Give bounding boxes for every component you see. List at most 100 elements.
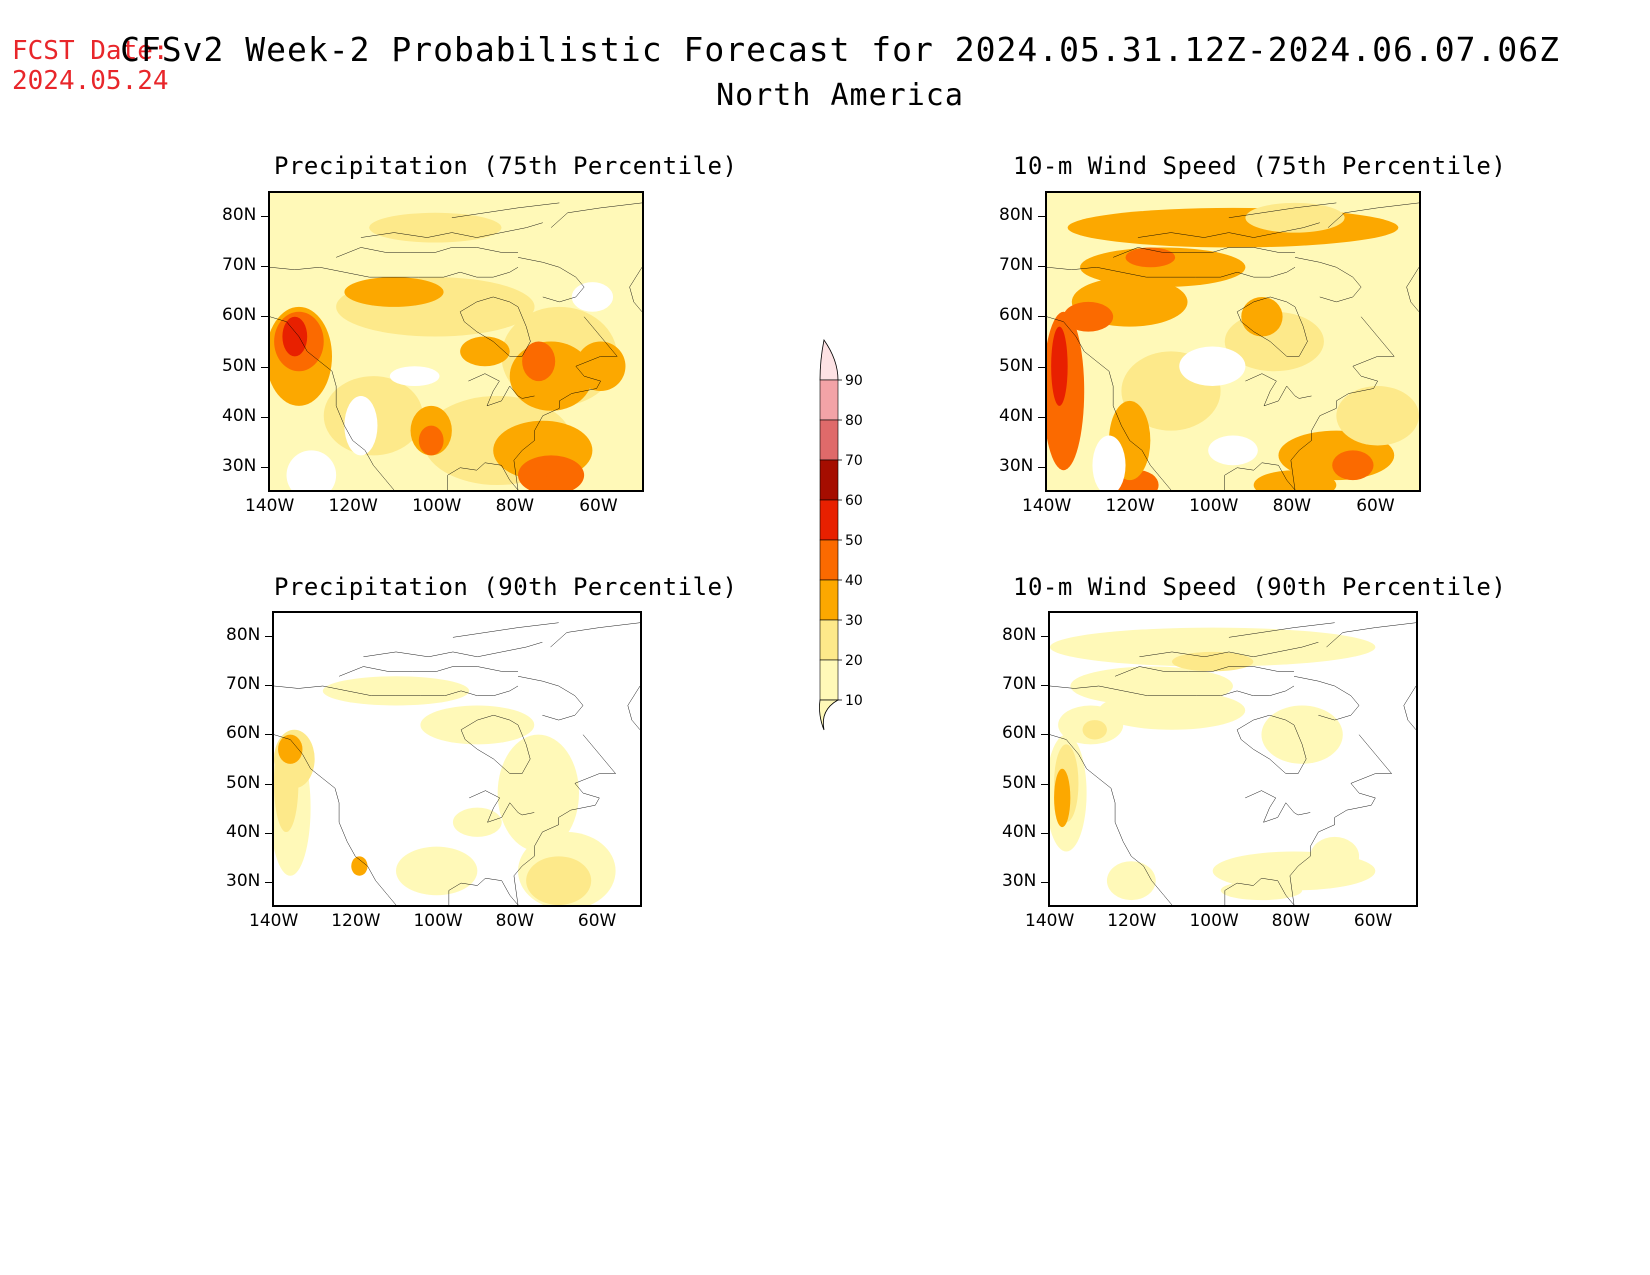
panel-title-wind90: 10-m Wind Speed (90th Percentile) — [1013, 573, 1507, 601]
map-precip90 — [272, 611, 642, 907]
map-precip90-lon-label: 100W — [413, 911, 463, 931]
wind75-shading-15 — [1336, 386, 1419, 446]
map-wind75-lat-label: 30N — [999, 455, 1034, 476]
map-precip75-lon-label: 60W — [579, 496, 618, 516]
wind75-coastline-0 — [1047, 317, 1171, 490]
map-precip75 — [268, 191, 644, 492]
map-precip90-lat-tick — [265, 635, 272, 637]
precip90-coastline-9 — [453, 623, 559, 638]
map-wind90-lon-label: 120W — [1107, 911, 1157, 931]
map-precip75-lat-label: 70N — [222, 255, 257, 276]
map-precip75-lat-tick — [261, 466, 268, 468]
colorbar-label: 60 — [845, 493, 863, 509]
colorbar-segment — [819, 419, 839, 461]
map-wind90-lat-label: 30N — [1002, 871, 1037, 892]
wind75-coastline-4 — [1328, 203, 1419, 228]
colorbar-segment — [819, 379, 839, 421]
precip90-shading-0 — [322, 676, 470, 706]
map-wind75-lat-label: 40N — [999, 405, 1034, 426]
wind75-shading-7 — [1051, 326, 1068, 406]
wind90-shading-2 — [1098, 690, 1246, 730]
colorbar-bottom-cap — [819, 699, 840, 731]
map-precip90-lat-label: 50N — [226, 772, 261, 793]
map-wind90-lat-tick — [1041, 882, 1048, 884]
wind90-coastline-4 — [1327, 623, 1416, 647]
map-wind90-lon-label: 140W — [1025, 911, 1075, 931]
wind75-shading-14 — [1241, 296, 1283, 337]
colorbar-label: 50 — [845, 533, 863, 549]
map-precip90-lat-label: 80N — [226, 624, 261, 645]
precip75-coastline-1 — [448, 317, 617, 490]
precip75-shading-14 — [282, 316, 308, 357]
wind75-field-svg — [1047, 193, 1419, 490]
map-wind75-lon-label: 120W — [1105, 496, 1155, 516]
wind75-clear-2 — [1092, 435, 1126, 490]
wind90-shading-12 — [1106, 861, 1156, 901]
wind90-coastline-0 — [1050, 735, 1172, 905]
map-wind90-lat-tick — [1041, 734, 1048, 736]
precip90-shading-9 — [526, 856, 592, 905]
forecast-date-block: FCST Date: 2024.05.24 — [12, 36, 169, 96]
map-precip90-lon-label: 80W — [495, 911, 535, 931]
wind75-clear-0 — [1179, 346, 1246, 387]
wind75-shading-12 — [1253, 470, 1337, 490]
colorbar-label: 10 — [845, 693, 863, 709]
map-precip90-lat-tick — [265, 734, 272, 736]
precip90-shading-4 — [396, 846, 478, 896]
map-precip90-lat-tick — [265, 882, 272, 884]
map-precip75-lat-tick — [261, 316, 268, 318]
wind75-coastline-1 — [1225, 317, 1394, 490]
map-wind75-lon-label: 100W — [1189, 496, 1239, 516]
map-wind90-lon-label: 100W — [1189, 911, 1239, 931]
wind90-coastline-2 — [1237, 715, 1306, 773]
precip75-coastline-2 — [460, 297, 530, 356]
wind90-shading-9 — [1261, 705, 1343, 764]
precip90-shading-8 — [278, 734, 303, 764]
colorbar-top-cap — [819, 339, 839, 381]
precip75-coastline-6 — [468, 374, 534, 406]
map-wind75-lat-tick — [1038, 466, 1045, 468]
map-precip90-lat-label: 30N — [226, 871, 261, 892]
wind90-shading-5 — [1082, 720, 1107, 740]
wind90-shading-8 — [1054, 768, 1071, 828]
wind75-shading-11 — [1332, 450, 1374, 481]
precip90-coastline-4 — [551, 623, 640, 647]
map-precip90-lat-label: 40N — [226, 822, 261, 842]
colorbar-segment — [819, 459, 839, 501]
map-precip75-lat-label: 40N — [222, 405, 257, 426]
map-precip90-lat-tick — [265, 783, 272, 785]
map-precip75-lat-label: 60N — [222, 305, 257, 326]
wind90-coastline-1 — [1225, 735, 1392, 905]
precip90-coastline-1 — [449, 735, 616, 905]
precip75-coastline-8 — [361, 223, 543, 238]
precip75-clear-1 — [344, 395, 378, 456]
map-wind90 — [1048, 611, 1418, 907]
precip75-shading-5 — [460, 336, 510, 367]
precip75-shading-13 — [522, 341, 556, 382]
map-wind75-lon-label: 140W — [1022, 496, 1072, 516]
map-wind90-lat-label: 60N — [1002, 723, 1037, 744]
wind75-coastline-7 — [1113, 247, 1295, 257]
wind75-shading-3 — [1245, 202, 1345, 233]
map-precip75-lon-label: 120W — [328, 496, 378, 516]
map-precip75-lat-label: 80N — [222, 205, 257, 226]
wind90-shading-13 — [1220, 880, 1303, 901]
precip90-coastline-7 — [339, 667, 518, 677]
map-wind90-lat-label: 70N — [1002, 674, 1037, 694]
map-precip75-lat-tick — [261, 416, 268, 418]
precip75-shading-16 — [575, 341, 626, 391]
wind90-shading-0 — [1050, 627, 1376, 667]
map-wind90-lat-tick — [1041, 685, 1048, 686]
map-wind75-lat-tick — [1038, 316, 1045, 318]
panel-title-wind75: 10-m Wind Speed (75th Percentile) — [1013, 152, 1507, 180]
map-wind90-lat-label: 50N — [1002, 772, 1037, 793]
precip75-shading-17 — [369, 212, 502, 243]
map-precip90-lon-label: 60W — [577, 911, 617, 931]
map-precip75-lat-label: 30N — [222, 455, 257, 476]
precip90-shading-1 — [420, 705, 535, 745]
precip75-shading-11 — [418, 425, 444, 456]
precip90-coastline-6 — [469, 791, 534, 823]
map-precip90-lat-label: 70N — [226, 674, 261, 694]
map-precip75-lon-label: 140W — [245, 496, 295, 516]
map-wind90-lat-tick — [1041, 833, 1048, 834]
